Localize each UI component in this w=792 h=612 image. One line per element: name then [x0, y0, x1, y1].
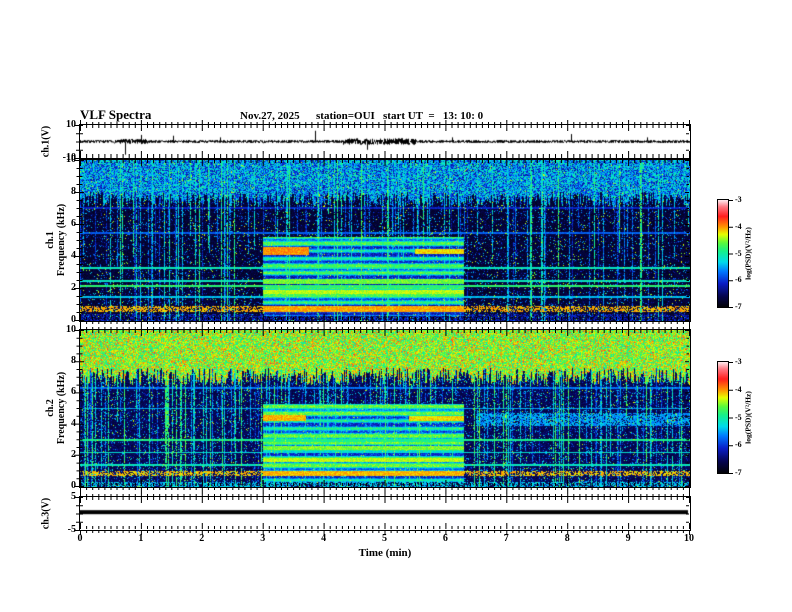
- ch2-spectrogram-panel: [79, 329, 691, 488]
- ch3-level-canvas: [80, 497, 690, 530]
- time-tick-label: 10: [684, 533, 694, 544]
- spec1-ytick-label: 6: [71, 218, 76, 229]
- time-tick-label: 2: [199, 533, 205, 544]
- time-tick-label: 1: [138, 533, 144, 544]
- colorbar-2: [717, 361, 729, 474]
- time-tick-label: 4: [321, 533, 327, 544]
- time-axis-label: Time (min): [358, 547, 412, 559]
- colorbar-1-canvas: [718, 200, 728, 307]
- colorbar-1-tick-label: -5: [735, 248, 742, 258]
- ch3-ytick-label: -5: [67, 524, 76, 535]
- colorbar-1: [717, 199, 729, 308]
- ch3-ylabel: ch.3(V): [40, 497, 52, 530]
- colorbar-2-tick-label: -7: [735, 468, 742, 477]
- ch1-waveform-panel: [79, 124, 691, 159]
- time-tick-label: 7: [503, 533, 509, 544]
- waveform-ytick-label: -10: [62, 152, 76, 163]
- colorbar-1-tick-label: -4: [735, 221, 742, 231]
- header-date: Nov.27, 2025: [240, 110, 300, 122]
- colorbar-2-tick-label: -4: [735, 384, 742, 394]
- spec1-ytick-label: 10: [66, 154, 76, 165]
- time-tick-label: 9: [625, 533, 631, 544]
- time-tick-label: 0: [77, 533, 83, 544]
- spec2-ytick-label: 6: [71, 386, 76, 398]
- time-tick-label: 3: [260, 533, 266, 544]
- ch1-spectrogram-canvas: [80, 160, 690, 321]
- spec1-ytick-label: 0: [71, 314, 76, 325]
- ch2-frequency-axis-label: Frequency (kHz): [56, 371, 67, 445]
- spec1-ytick-label: 8: [71, 186, 76, 197]
- spec2-ytick-label: 8: [71, 355, 76, 367]
- time-tick-label: 8: [564, 533, 570, 544]
- colorbar-2-tick-label: -6: [735, 440, 742, 450]
- spec2-ytick-label: 10: [66, 324, 76, 335]
- spec2-ytick-label: 2: [71, 448, 76, 460]
- colorbar-1-tick-label: -6: [735, 275, 742, 285]
- colorbar-2-canvas: [718, 362, 728, 473]
- time-tick-label: 6: [442, 533, 448, 544]
- spec1-ytick-label: 2: [71, 282, 76, 293]
- header-station: station=OUI: [316, 110, 375, 122]
- time-tick-label: 5: [382, 533, 387, 544]
- spec2-ytick-label: 0: [71, 480, 76, 491]
- colorbar-1-tick-label: -7: [735, 302, 742, 311]
- spec1-ytick-label: 4: [71, 250, 76, 261]
- spec2-ytick-label: 4: [71, 417, 76, 429]
- ch1-spectrogram-panel: [79, 159, 691, 322]
- ch2-spectrogram-canvas: [80, 330, 690, 487]
- colorbar-2-tick-label: -3: [735, 357, 742, 366]
- ch3-ytick-label: 5: [71, 491, 76, 502]
- colorbar-2-tick-label: -5: [735, 412, 742, 422]
- colorbar-1-tick-label: -3: [735, 195, 742, 204]
- header-start-ut: start UT = 13: 10: 0: [383, 110, 484, 122]
- ch3-level-panel: [79, 496, 691, 531]
- waveform-ytick-label: 10: [66, 119, 76, 130]
- ch1-waveform-canvas: [80, 125, 690, 158]
- figure-title: VLF Spectra: [80, 107, 152, 122]
